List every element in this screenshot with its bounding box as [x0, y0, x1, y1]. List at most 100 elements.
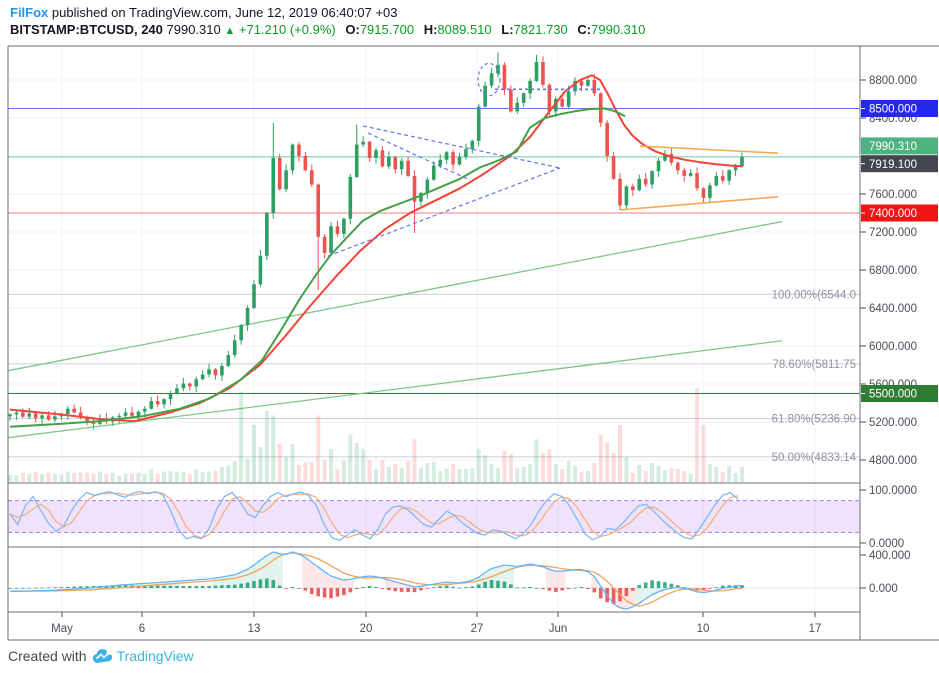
candle-body — [354, 144, 359, 177]
volume-bar — [707, 464, 712, 482]
candle-body — [46, 415, 51, 420]
macd-histogram-bar — [309, 588, 314, 595]
macd-divergence-fill — [270, 551, 277, 588]
macd-divergence-fill — [109, 585, 116, 588]
candle-body — [380, 150, 385, 167]
volume-bar — [200, 472, 205, 482]
candle-body — [348, 176, 353, 219]
candle-body — [457, 156, 462, 165]
volume-bar — [117, 475, 122, 482]
macd-histogram-bar — [515, 587, 520, 589]
macd-histogram-bar — [226, 584, 231, 588]
price-axis-label: 6000.000 — [869, 341, 917, 353]
volume-bar — [457, 469, 462, 482]
candle-body — [656, 160, 661, 172]
volume-bar — [418, 468, 423, 482]
volume-bar — [130, 473, 134, 482]
attribution: Created with TradingView — [8, 648, 194, 664]
volume-bar — [303, 462, 308, 482]
macd-histogram-bar — [348, 588, 353, 593]
close-label: C: — [577, 22, 592, 37]
volume-bar — [309, 462, 314, 482]
candle-body — [284, 170, 288, 190]
macd-histogram-bar — [245, 582, 250, 588]
candle-body — [534, 61, 539, 81]
macd-divergence-fill — [340, 580, 348, 588]
macd-histogram-bar — [329, 588, 333, 599]
price-badge: 8500.000 — [860, 100, 938, 117]
price-badge: 7400.000 — [860, 204, 938, 222]
macd-histogram-bar — [59, 587, 64, 588]
volume-bar — [91, 474, 96, 482]
volume-bar — [226, 465, 231, 482]
macd-histogram-bar — [708, 588, 712, 589]
macd-histogram-bar — [200, 585, 205, 588]
macd-histogram-bar — [168, 585, 173, 588]
macd-histogram-bar — [194, 585, 199, 588]
candle-body — [329, 226, 333, 253]
candle-body — [175, 388, 179, 394]
volume-bar — [560, 469, 565, 482]
candle-body — [733, 166, 738, 171]
last-price: 7990.310 — [166, 22, 221, 37]
volume-bar — [277, 444, 282, 482]
macd-histogram-bar — [143, 585, 147, 588]
macd-histogram-bar — [40, 587, 44, 589]
volume-bar — [33, 472, 38, 482]
macd-histogram-bar — [14, 587, 19, 589]
candle-body — [618, 178, 622, 206]
stochastic-pane[interactable] — [8, 490, 860, 542]
macd-divergence-fill — [732, 585, 739, 588]
created-with-text: Created with — [8, 648, 87, 664]
candle-body — [232, 340, 237, 356]
candle-body — [496, 64, 500, 74]
symbol-interval: BITSTAMP:BTCUSD, 240 — [10, 22, 163, 37]
volume-bar — [348, 434, 353, 482]
candle-body — [579, 80, 584, 86]
volume-bar — [643, 471, 648, 482]
author-name[interactable]: FilFox — [10, 5, 49, 20]
macd-histogram-bar — [33, 587, 38, 589]
candle-body — [27, 413, 32, 417]
volume-bar — [611, 453, 616, 482]
macd-histogram-bar — [322, 588, 327, 598]
tradingview-link[interactable]: TradingView — [92, 648, 194, 664]
tradingview-logo-icon — [92, 648, 112, 663]
pattern-trendline-dashed — [367, 132, 471, 181]
volume-bar — [534, 439, 539, 482]
candle-body — [316, 184, 321, 237]
price-axis[interactable]: 8800.0008400.0007600.0007200.0006800.000… — [860, 75, 938, 595]
stoch-axis-label: 0.0000 — [869, 538, 904, 550]
macd-divergence-fill — [302, 557, 309, 588]
macd-divergence-fill — [552, 571, 559, 588]
macd-histogram-bar — [399, 588, 404, 592]
macd-divergence-fill — [546, 569, 553, 588]
candle-body — [213, 369, 218, 376]
time-axis[interactable]: May 6 13 20 27 Jun 10 17 — [51, 612, 821, 635]
close-value: 7990.310 — [591, 22, 646, 37]
candle-body — [155, 401, 160, 405]
macd-histogram-bar — [162, 585, 166, 588]
channel-trendline — [7, 220, 783, 372]
volume-bar — [187, 474, 192, 482]
macd-histogram-bar — [220, 585, 224, 588]
candle-body — [239, 325, 243, 341]
price-badge-label: 5500.000 — [869, 389, 917, 401]
macd-histogram-bar — [265, 578, 269, 588]
price-axis-label: 6400.000 — [869, 303, 917, 315]
volume-bar — [573, 466, 578, 482]
price-axis-label: 6800.000 — [869, 265, 917, 277]
candle-body — [181, 383, 186, 389]
price-badge-label: 7990.310 — [869, 141, 917, 153]
volume-bar — [46, 472, 51, 482]
macd-pane[interactable] — [8, 551, 860, 610]
macd-signal-line — [10, 552, 743, 607]
price-badge: 7990.310 — [860, 137, 938, 158]
macd-histogram-bar — [592, 588, 597, 593]
open-label: O: — [345, 22, 360, 37]
macd-histogram-bar — [175, 585, 179, 588]
macd-histogram-bar — [521, 587, 526, 589]
price-axis-label: 7600.000 — [869, 189, 917, 201]
candle-body — [412, 175, 417, 202]
